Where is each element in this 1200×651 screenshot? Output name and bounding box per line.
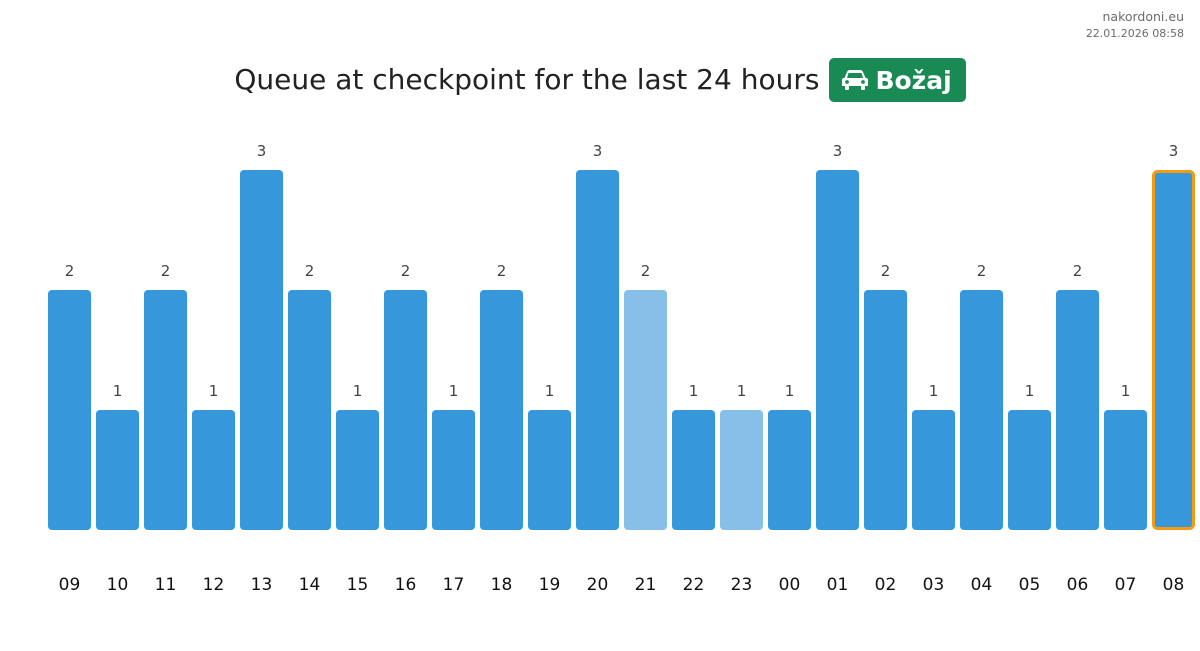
x-tick-label-16: 16 (395, 575, 417, 595)
bar-05 (1008, 410, 1051, 530)
bar-08 (1152, 170, 1195, 530)
bar-15 (336, 410, 379, 530)
bar-21 (624, 290, 667, 530)
bar-03 (912, 410, 955, 530)
bar-02 (864, 290, 907, 530)
bar-22 (672, 410, 715, 530)
x-tick-label-18: 18 (491, 575, 513, 595)
x-tick-label-12: 12 (203, 575, 225, 595)
x-tick-label-23: 23 (731, 575, 753, 595)
bar-value-00: 1 (785, 382, 795, 400)
bar-value-21: 2 (641, 262, 651, 280)
bar-17 (432, 410, 475, 530)
bar-value-01: 3 (833, 142, 843, 160)
bar-04 (960, 290, 1003, 530)
bar-value-19: 1 (545, 382, 555, 400)
x-tick-label-11: 11 (155, 575, 177, 595)
bar-10 (96, 410, 139, 530)
bar-value-23: 1 (737, 382, 747, 400)
x-tick-label-21: 21 (635, 575, 657, 595)
chart-title: Queue at checkpoint for the last 24 hour… (234, 63, 820, 96)
bar-value-07: 1 (1121, 382, 1131, 400)
checkpoint-badge[interactable]: Božaj (829, 58, 966, 102)
bar-value-05: 1 (1025, 382, 1035, 400)
x-tick-label-02: 02 (875, 575, 897, 595)
bar-value-20: 3 (593, 142, 603, 160)
bar-01 (816, 170, 859, 530)
x-tick-label-00: 00 (779, 575, 801, 595)
x-tick-label-07: 07 (1115, 575, 1137, 595)
x-tick-label-14: 14 (299, 575, 321, 595)
bar-14 (288, 290, 331, 530)
x-tick-label-17: 17 (443, 575, 465, 595)
bar-value-06: 2 (1073, 262, 1083, 280)
bar-value-18: 2 (497, 262, 507, 280)
x-tick-label-06: 06 (1067, 575, 1089, 595)
bar-value-22: 1 (689, 382, 699, 400)
bar-00 (768, 410, 811, 530)
bar-value-03: 1 (929, 382, 939, 400)
checkpoint-name: Božaj (875, 65, 952, 95)
x-tick-label-19: 19 (539, 575, 561, 595)
x-tick-label-01: 01 (827, 575, 849, 595)
timestamp: 22.01.2026 08:58 (1085, 27, 1184, 40)
bar-18 (480, 290, 523, 530)
bar-value-09: 2 (65, 262, 75, 280)
x-tick-label-05: 05 (1019, 575, 1041, 595)
x-tick-label-10: 10 (107, 575, 129, 595)
bar-13 (240, 170, 283, 530)
x-tick-label-20: 20 (587, 575, 609, 595)
bar-20 (576, 170, 619, 530)
x-tick-label-03: 03 (923, 575, 945, 595)
bar-value-13: 3 (257, 142, 267, 160)
bar-09 (48, 290, 91, 530)
bar-value-16: 2 (401, 262, 411, 280)
meta-info: nakordoni.eu 22.01.2026 08:58 (1086, 8, 1184, 42)
x-tick-label-04: 04 (971, 575, 993, 595)
bar-06 (1056, 290, 1099, 530)
x-tick-label-09: 09 (59, 575, 81, 595)
car-icon (841, 69, 869, 91)
bar-value-02: 2 (881, 262, 891, 280)
x-tick-label-15: 15 (347, 575, 369, 595)
bar-19 (528, 410, 571, 530)
chart-header: Queue at checkpoint for the last 24 hour… (0, 58, 1200, 102)
bar-value-11: 2 (161, 262, 171, 280)
bar-11 (144, 290, 187, 530)
bar-value-10: 1 (113, 382, 123, 400)
x-tick-label-08: 08 (1163, 575, 1185, 595)
bar-value-17: 1 (449, 382, 459, 400)
bar-23 (720, 410, 763, 530)
site-name: nakordoni.eu (1102, 9, 1184, 24)
bar-value-15: 1 (353, 382, 363, 400)
bar-12 (192, 410, 235, 530)
bar-value-12: 1 (209, 382, 219, 400)
bar-value-04: 2 (977, 262, 987, 280)
bar-16 (384, 290, 427, 530)
bar-value-14: 2 (305, 262, 315, 280)
x-tick-label-22: 22 (683, 575, 705, 595)
bar-value-08: 3 (1169, 142, 1179, 160)
x-tick-label-13: 13 (251, 575, 273, 595)
bar-07 (1104, 410, 1147, 530)
